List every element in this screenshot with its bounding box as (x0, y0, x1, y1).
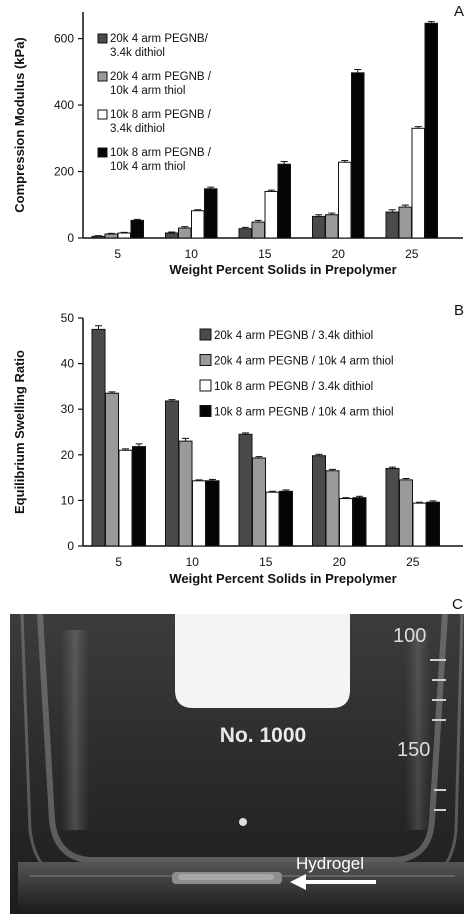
x-axis-title: Weight Percent Solids in Prepolymer (169, 571, 396, 586)
panel-b-chart: B 0 10 20 30 40 50 5 10 15 20 25 Weight Percent Sol… (12, 302, 464, 586)
bar (279, 490, 293, 547)
panel-a-chart: A 0 200 400 600 5 10 15 20 25 Weight Percent Soli… (12, 3, 464, 277)
panel-letter-a: A (454, 3, 464, 20)
legend-label: 20k 4 arm PEGNB /10k 4 arm thiol (110, 71, 212, 97)
legend-label: 10k 8 arm PEGNB / 3.4k dithiol (214, 381, 373, 393)
bar (192, 480, 206, 547)
graduation-150: 150 (397, 739, 430, 761)
bar (412, 502, 427, 547)
legend-swatch (97, 109, 108, 120)
x-tick-label: 10 (185, 247, 199, 261)
x-tick-label: 20 (333, 555, 347, 569)
beaker-wall (37, 613, 448, 863)
x-tick-label: 5 (114, 247, 121, 261)
bar (165, 400, 179, 547)
bar (385, 211, 399, 239)
legend-swatch (199, 328, 212, 341)
y-tick-label: 10 (61, 493, 75, 507)
legend-swatch (199, 354, 212, 366)
bar (117, 232, 131, 239)
legend-swatch (199, 379, 212, 392)
legend-swatch (199, 405, 212, 417)
x-tick-label: 15 (259, 555, 273, 569)
bar (277, 163, 291, 239)
y-tick-label: 30 (61, 402, 75, 416)
legend-swatch (97, 147, 108, 158)
y-tick-label: 40 (61, 357, 75, 371)
y-tick-label: 600 (54, 32, 74, 46)
x-tick-label: 10 (186, 555, 200, 569)
x-tick-label: 25 (406, 555, 420, 569)
y-tick-label: 400 (54, 98, 74, 112)
bar (411, 127, 425, 239)
panel-letter-c: C (452, 596, 463, 613)
bar (325, 470, 340, 547)
legend-swatch (97, 71, 108, 82)
bar (339, 498, 353, 547)
glass-reflection-right (405, 630, 431, 830)
bar (91, 235, 105, 239)
legend-label: 10k 8 arm PEGNB / 10k 4 arm thiol (214, 407, 394, 419)
graduation-100: 100 (393, 625, 426, 647)
bar (325, 214, 339, 239)
bar (118, 449, 133, 547)
bar (91, 328, 106, 547)
arrow-head-icon (290, 874, 306, 890)
bar (399, 479, 413, 547)
label-card (175, 614, 350, 708)
y-axis-title: Equilibrium Swelling Ratio (12, 350, 27, 514)
y-tick-label: 20 (61, 448, 75, 462)
y-axis-title: Compression Modulus (kPa) (12, 37, 27, 213)
bar (130, 219, 144, 239)
legend-label: 20k 4 arm PEGNB / 10k 4 arm thiol (214, 356, 394, 368)
x-tick-label: 20 (332, 247, 346, 261)
glass-reflection (60, 630, 90, 830)
bar (312, 215, 326, 239)
bar (105, 392, 119, 547)
graduation-ticks (430, 659, 446, 811)
bar (338, 161, 352, 239)
legend-label: 20k 4 arm PEGNB / 3.4k dithiol (214, 330, 373, 342)
legend-label: 10k 8 arm PEGNB /10k 4 arm thiol (110, 147, 212, 173)
bar (238, 433, 253, 547)
bar (204, 188, 218, 239)
beaker-base (18, 862, 464, 914)
panel-letter-b: B (454, 302, 464, 319)
bar (191, 210, 205, 239)
panel-c-photo: C No. 1000 (10, 596, 464, 914)
hydrogel-label: Hydrogel (296, 854, 364, 873)
y-tick-label: 0 (67, 231, 74, 245)
bar (426, 501, 440, 547)
bar (132, 446, 146, 547)
bar (312, 455, 326, 547)
y-tick-label: 200 (54, 165, 74, 179)
bar (424, 22, 438, 239)
x-tick-label: 15 (258, 247, 272, 261)
legend-label: 10k 8 arm PEGNB /3.4k dithiol (110, 109, 212, 135)
bar (398, 206, 412, 239)
bar (351, 72, 365, 239)
bar (264, 190, 278, 239)
x-tick-label: 5 (115, 555, 122, 569)
bar (205, 480, 220, 547)
legend-label: 20k 4 arm PEGNB/3.4k dithiol (110, 33, 209, 59)
bar (352, 497, 367, 547)
bar (104, 233, 118, 239)
label-card-text: No. 1000 (220, 724, 306, 747)
bar (252, 457, 266, 547)
bar (178, 440, 193, 547)
y-tick-label: 50 (61, 311, 75, 325)
bar (178, 227, 192, 239)
legend-swatch (97, 33, 108, 44)
bar (238, 228, 252, 239)
bar (251, 221, 265, 239)
y-tick-label: 0 (67, 539, 74, 553)
bar (265, 491, 280, 547)
bar (165, 232, 179, 239)
x-axis-title: Weight Percent Solids in Prepolymer (169, 262, 396, 277)
x-tick-label: 25 (405, 247, 419, 261)
bar (385, 467, 400, 547)
